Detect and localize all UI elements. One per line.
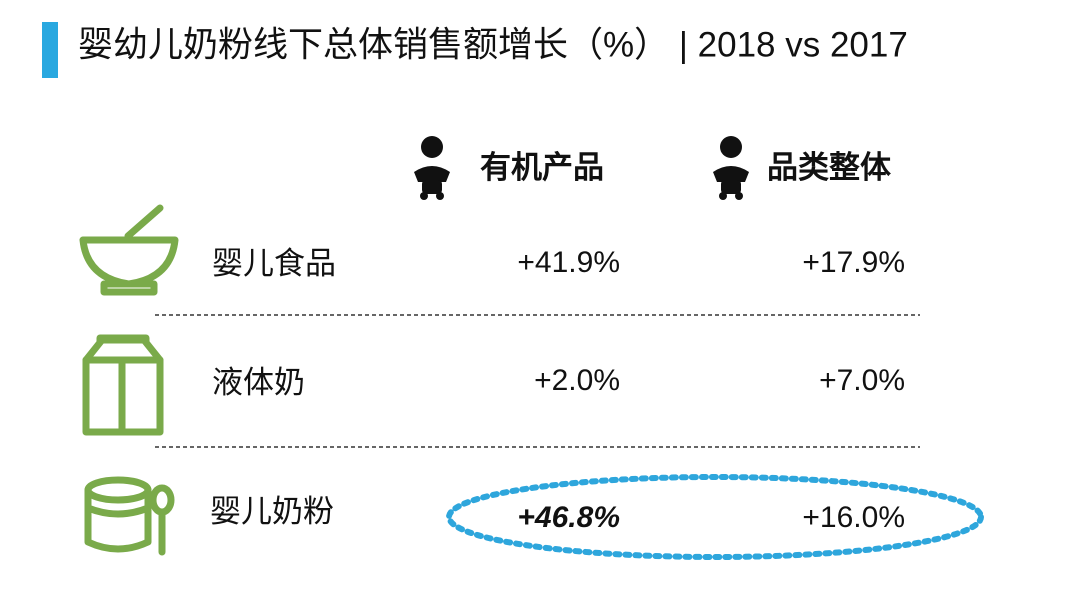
row-label: 液体奶 [212,365,305,400]
cell-value: +17.9% [802,246,905,279]
column-header: 有机产品 [480,150,604,185]
title: 婴幼儿奶粉线下总体销售额增长（%） | 2018 vs 2017 [78,25,908,64]
formula-can-icon [84,476,175,556]
cell-value: +46.8% [517,501,620,534]
cell-value: +16.0% [802,501,905,534]
row-label: 婴儿食品 [212,246,336,281]
title-accent [42,22,58,78]
column-header: 品类整体 [767,150,891,185]
row-label: 婴儿奶粉 [210,494,334,529]
baby-icon [414,136,450,200]
cell-value: +41.9% [517,246,620,279]
baby-icon [713,136,749,200]
highlight-ellipse [446,474,984,560]
bowl-icon [79,204,179,296]
milk-carton-icon [82,334,164,436]
cell-value: +2.0% [534,364,620,397]
cell-value: +7.0% [819,364,905,397]
